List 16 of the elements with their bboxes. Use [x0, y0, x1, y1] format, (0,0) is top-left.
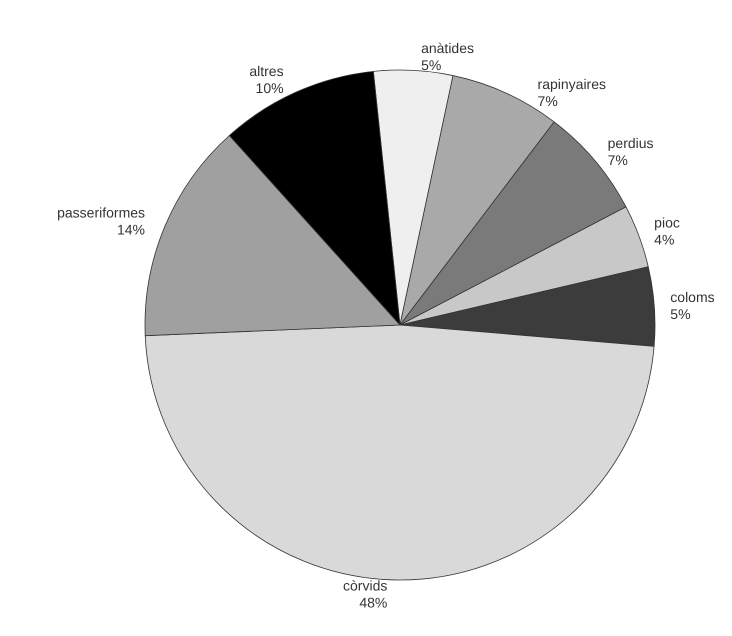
data-label: 48%: [359, 594, 388, 610]
slice-label: passeriformes: [57, 204, 146, 220]
slice-label: rapinyaires: [538, 76, 606, 92]
slice-label: còrvids: [343, 577, 388, 594]
data-label: 7%: [608, 152, 628, 168]
slice-label: perdius: [608, 134, 654, 151]
data-label: 14%: [116, 221, 146, 238]
data-label: 7%: [538, 92, 558, 109]
data-label: 10%: [256, 80, 284, 96]
slice-label: coloms: [670, 288, 715, 305]
slice-label: altres: [249, 62, 284, 79]
data-label: 5%: [670, 306, 691, 322]
data-label: 4%: [654, 232, 674, 248]
slice-label: pioc: [654, 214, 680, 231]
slice-label: anàtides: [421, 40, 474, 56]
data-label: 5%: [421, 56, 442, 73]
